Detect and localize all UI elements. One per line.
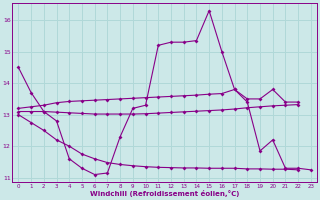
X-axis label: Windchill (Refroidissement éolien,°C): Windchill (Refroidissement éolien,°C) [90, 190, 239, 197]
